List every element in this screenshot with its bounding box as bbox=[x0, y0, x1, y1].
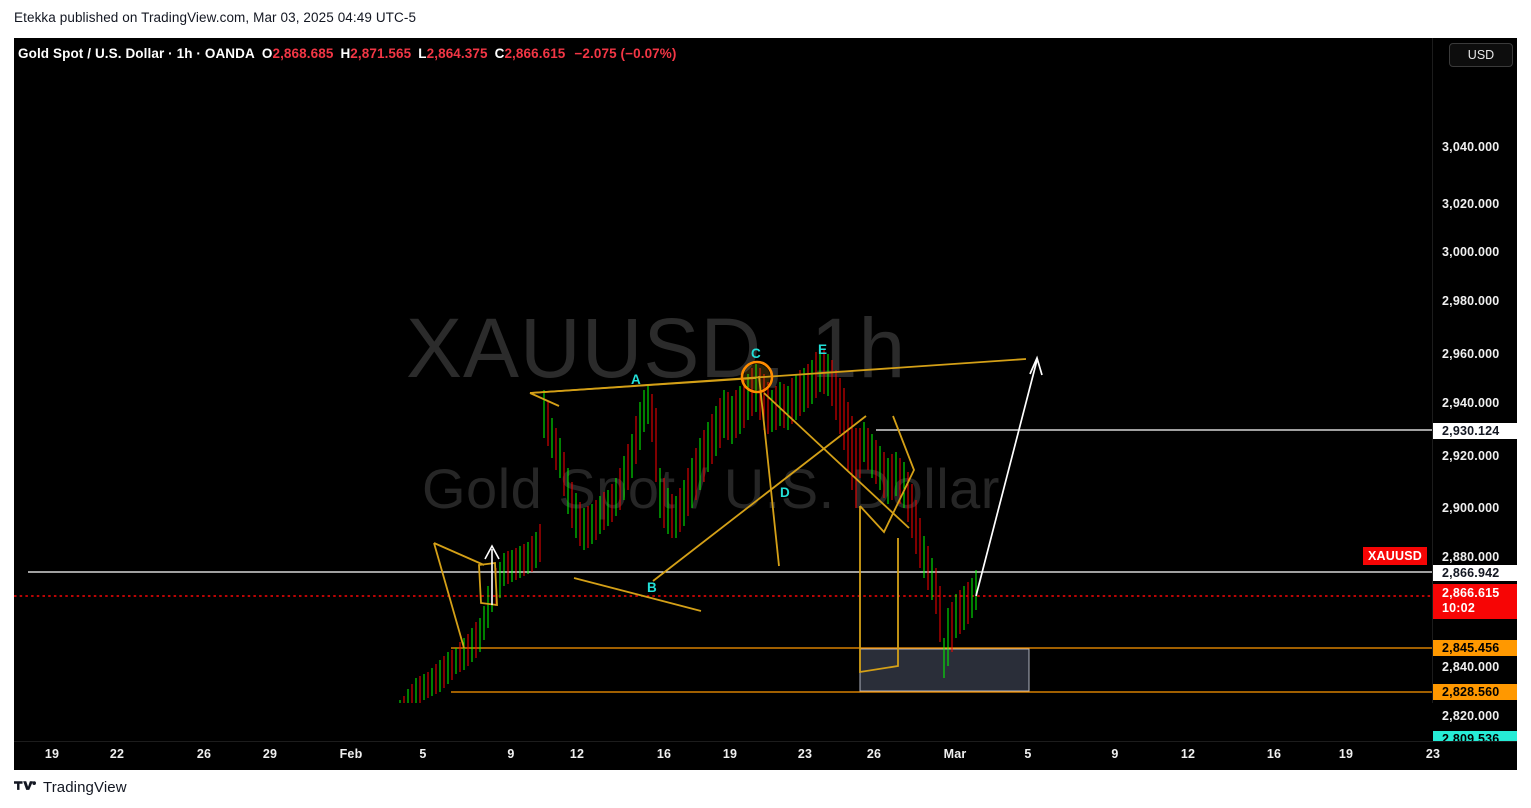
price-tick: 3,040.000 bbox=[1442, 140, 1500, 154]
time-tick: 16 bbox=[656, 747, 672, 761]
trendline-drawings bbox=[433, 358, 1027, 674]
wave-label-e: E bbox=[818, 342, 827, 357]
legend-symbol-title: Gold Spot / U.S. Dollar · 1h · OANDA bbox=[18, 46, 255, 61]
projection-arrow-main bbox=[975, 359, 1038, 597]
time-tick: 5 bbox=[419, 747, 427, 761]
legend-high-value: 2,871.565 bbox=[350, 46, 412, 61]
wave-label-c: C bbox=[751, 346, 761, 361]
time-tick: 23 bbox=[1425, 747, 1441, 761]
time-tick: 29 bbox=[262, 747, 278, 761]
legend-open-key: O bbox=[261, 46, 273, 61]
price-badge-2866-942[interactable]: 2,866.942 bbox=[1433, 565, 1517, 581]
trendline-right-base bbox=[859, 506, 899, 674]
pattern-highlight-fill bbox=[744, 364, 770, 390]
last-price-value: 2,866.615 bbox=[1442, 586, 1500, 600]
price-tick: 3,000.000 bbox=[1442, 245, 1500, 259]
footer: TradingView bbox=[14, 779, 127, 796]
tradingview-logo-icon bbox=[14, 780, 36, 790]
chart-legend[interactable]: Gold Spot / U.S. Dollar · 1h · OANDA O2,8… bbox=[18, 46, 677, 66]
trendline-d-cross bbox=[763, 392, 910, 529]
projection-arrows bbox=[484, 355, 1043, 605]
price-badge-2809[interactable]: 2,809.536 bbox=[1433, 731, 1517, 741]
trendline-right-pennant bbox=[859, 415, 915, 534]
time-tick: 12 bbox=[569, 747, 585, 761]
price-tick: 2,980.000 bbox=[1442, 294, 1500, 308]
legend-high-key: H bbox=[340, 46, 351, 61]
trendline-early-down bbox=[433, 542, 485, 566]
trendline-a-lower bbox=[529, 377, 757, 394]
plot-area[interactable]: A B C D E bbox=[14, 38, 1432, 703]
last-price-badge[interactable]: 2,866.615 10:02 bbox=[1433, 584, 1517, 619]
last-price-countdown: 10:02 bbox=[1442, 601, 1475, 615]
legend-close-key: C bbox=[494, 46, 505, 61]
time-tick: 23 bbox=[797, 747, 813, 761]
time-tick: Feb bbox=[339, 747, 363, 761]
trendline-small-box bbox=[478, 561, 498, 607]
time-tick: 19 bbox=[1338, 747, 1354, 761]
wave-label-a: A bbox=[631, 372, 641, 387]
wave-label-b: B bbox=[647, 580, 657, 595]
wave-label-group: A B C D E bbox=[631, 342, 827, 595]
pattern-highlight-circle bbox=[740, 360, 774, 394]
time-tick: Mar bbox=[943, 747, 967, 761]
wave-label-d: D bbox=[780, 485, 790, 500]
price-tick: 2,820.000 bbox=[1442, 709, 1500, 723]
price-tick: 2,900.000 bbox=[1442, 501, 1500, 515]
time-tick: 19 bbox=[722, 747, 738, 761]
trendline-lower-channel bbox=[573, 577, 702, 612]
time-tick: 26 bbox=[866, 747, 882, 761]
price-scale[interactable]: USD 3,040.000 3,020.000 3,000.000 2,980.… bbox=[1432, 38, 1517, 741]
price-tick: 2,880.000 bbox=[1442, 550, 1500, 564]
price-tick: 2,940.000 bbox=[1442, 396, 1500, 410]
legend-low-key: L bbox=[418, 46, 427, 61]
last-price-symbol-tag[interactable]: XAUUSD bbox=[1363, 547, 1427, 565]
trendline-b-up bbox=[652, 415, 867, 582]
legend-low-value: 2,864.375 bbox=[426, 46, 488, 61]
legend-close-value: 2,866.615 bbox=[504, 46, 566, 61]
publisher-byline: Etekka published on TradingView.com, Mar… bbox=[14, 10, 417, 25]
price-badge-2845[interactable]: 2,845.456 bbox=[1433, 640, 1517, 656]
candlestick-series bbox=[399, 348, 977, 703]
price-badge-2930[interactable]: 2,930.124 bbox=[1433, 423, 1517, 439]
tradingview-wordmark: TradingView bbox=[43, 779, 127, 796]
time-tick: 9 bbox=[1111, 747, 1119, 761]
price-badge-2828[interactable]: 2,828.560 bbox=[1433, 684, 1517, 700]
currency-chip[interactable]: USD bbox=[1449, 43, 1513, 67]
time-tick: 26 bbox=[196, 747, 212, 761]
price-tick: 2,920.000 bbox=[1442, 449, 1500, 463]
time-tick: 5 bbox=[1024, 747, 1032, 761]
time-tick: 9 bbox=[507, 747, 515, 761]
time-tick: 19 bbox=[44, 747, 60, 761]
legend-change: −2.075 (−0.07%) bbox=[574, 46, 677, 61]
chart-frame: XAUUSD, 1h Gold Spot / U.S. Dollar Gold … bbox=[14, 38, 1517, 741]
trendline-peak-link bbox=[529, 392, 560, 407]
legend-open-value: 2,868.685 bbox=[272, 46, 334, 61]
price-tick: 2,960.000 bbox=[1442, 347, 1500, 361]
price-tick: 3,020.000 bbox=[1442, 197, 1500, 211]
trendline-early-drop bbox=[433, 542, 465, 649]
trendline-c-down bbox=[758, 375, 780, 567]
time-tick: 22 bbox=[109, 747, 125, 761]
time-scale[interactable]: 19 22 26 29 Feb 5 9 12 16 19 23 26 Mar 5… bbox=[14, 741, 1517, 770]
price-tick: 2,840.000 bbox=[1442, 660, 1500, 674]
time-tick: 12 bbox=[1180, 747, 1196, 761]
projection-arrow-main-head bbox=[1029, 355, 1043, 376]
projection-arrow-small-head bbox=[484, 544, 500, 560]
time-tick: 16 bbox=[1266, 747, 1282, 761]
